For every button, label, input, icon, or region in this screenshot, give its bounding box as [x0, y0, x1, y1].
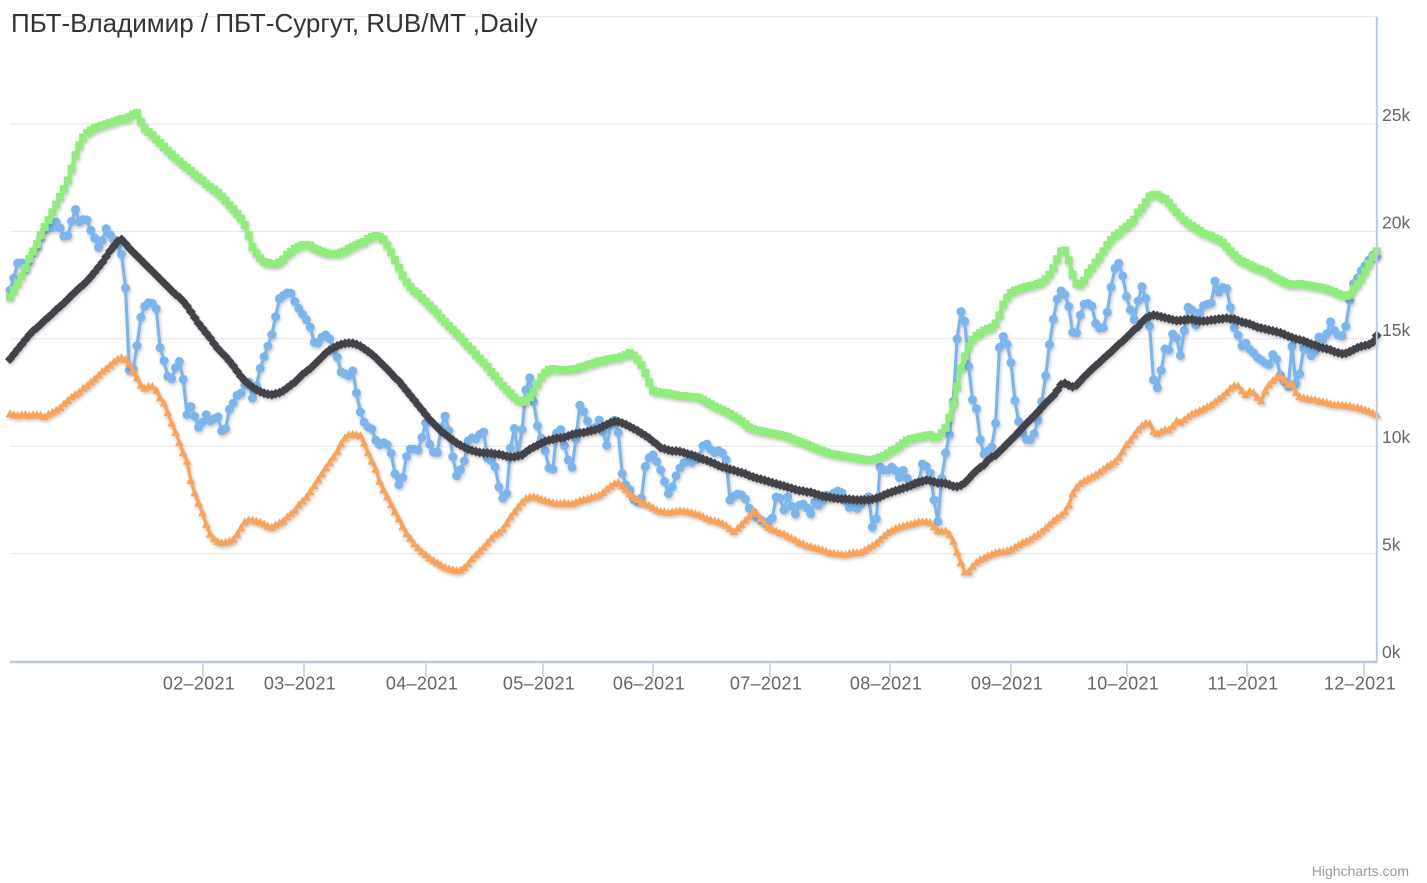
svg-text:20k: 20k — [1382, 212, 1410, 232]
svg-text:05–2021: 05–2021 — [503, 674, 575, 694]
svg-text:10–2021: 10–2021 — [1087, 674, 1159, 694]
svg-text:09–2021: 09–2021 — [971, 674, 1043, 694]
svg-text:07–2021: 07–2021 — [730, 674, 802, 694]
svg-text:11–2021: 11–2021 — [1208, 674, 1279, 694]
svg-text:5k: 5k — [1382, 535, 1401, 555]
svg-text:15k: 15k — [1382, 320, 1410, 340]
svg-text:10k: 10k — [1382, 427, 1410, 447]
svg-text:Highcharts.com: Highcharts.com — [1312, 863, 1409, 879]
svg-text:02–2021: 02–2021 — [163, 674, 235, 694]
svg-text:06–2021: 06–2021 — [613, 674, 685, 694]
svg-text:25k: 25k — [1382, 105, 1410, 125]
svg-text:ПБТ-Владимир / ПБТ-Сургут, RUB: ПБТ-Владимир / ПБТ-Сургут, RUB/MT ,Daily — [11, 8, 538, 38]
svg-text:04–2021: 04–2021 — [386, 674, 458, 694]
svg-text:12–2021: 12–2021 — [1324, 674, 1396, 694]
svg-text:03–2021: 03–2021 — [264, 674, 336, 694]
svg-text:08–2021: 08–2021 — [850, 674, 922, 694]
svg-text:0k: 0k — [1382, 642, 1401, 662]
